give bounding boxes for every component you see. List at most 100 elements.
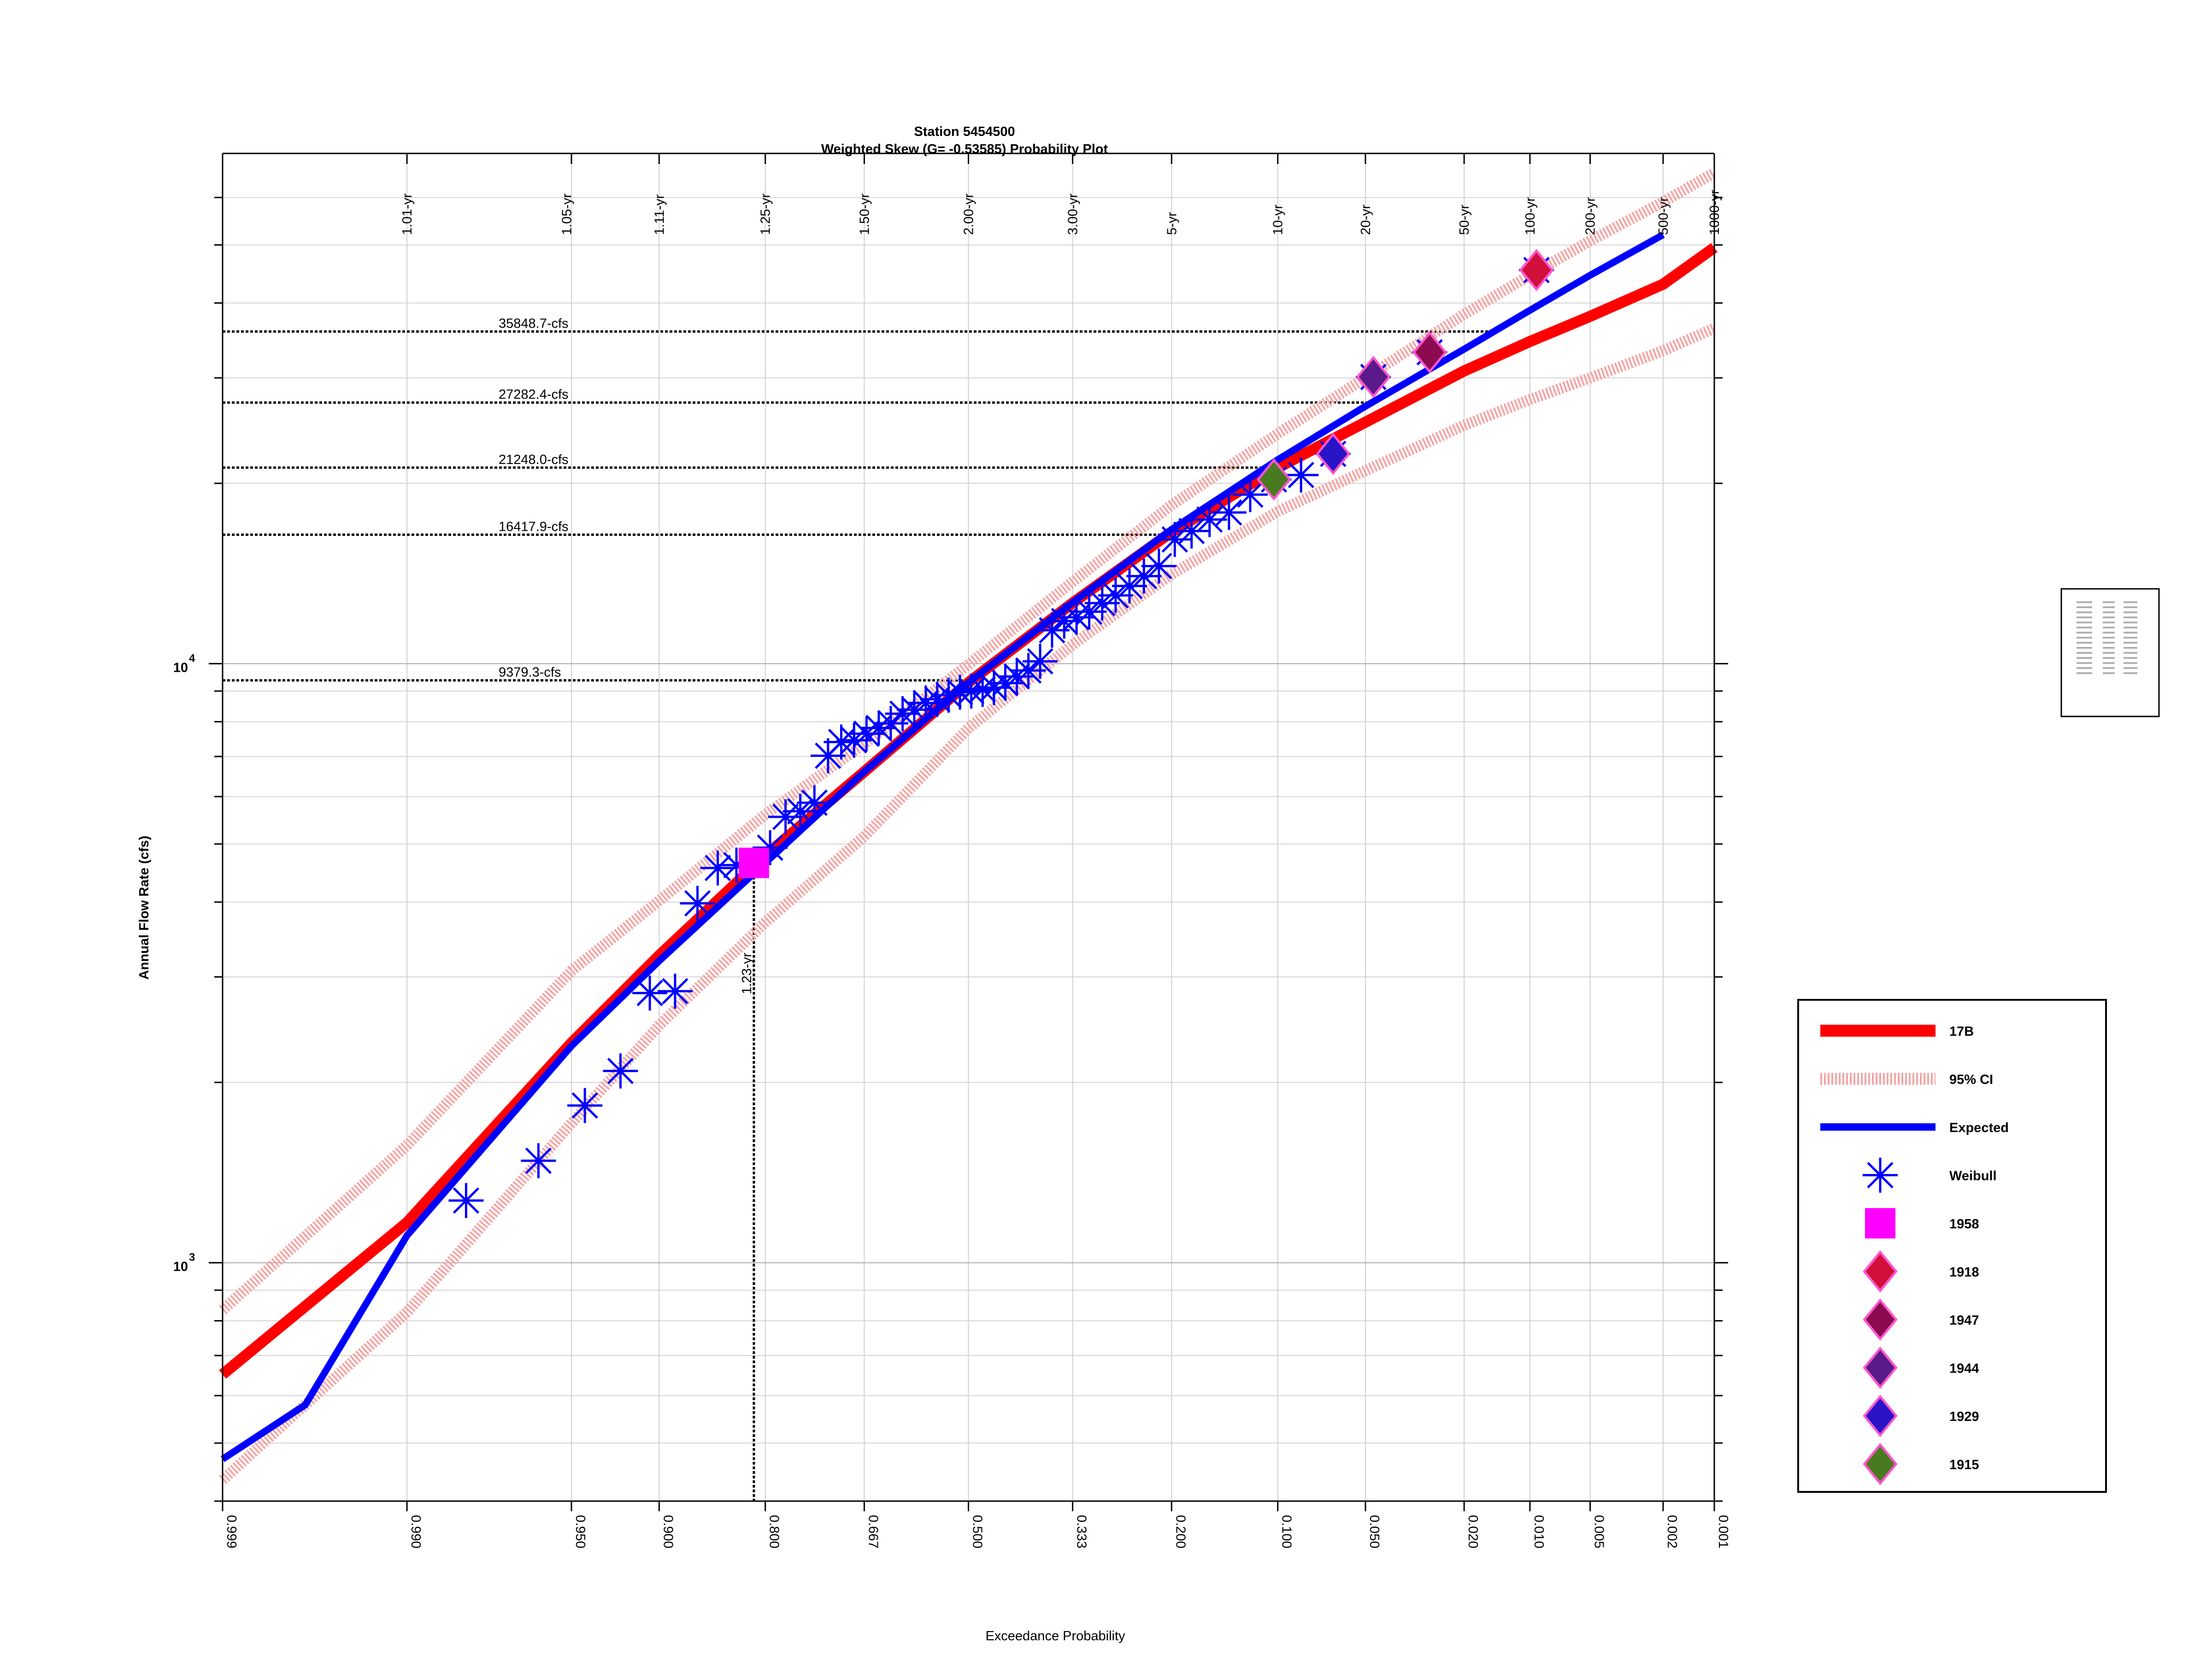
weibull-point-5-stroke-3	[662, 978, 688, 1004]
weibull-point-6	[680, 886, 715, 921]
reference-line-label-3: 16417.9-cfs	[499, 519, 569, 534]
x-tick-label-14: 0.002	[1665, 1515, 1679, 1549]
summary-row-a-12	[2077, 662, 2092, 664]
weibull-point-42-stroke-3	[1178, 517, 1205, 545]
summary-row-c-7	[2124, 637, 2137, 639]
summary-row-a-11	[2077, 657, 2092, 659]
weibull-point-47-stroke-3	[1288, 462, 1314, 488]
summary-row-b-6	[2103, 632, 2115, 634]
summary-row-c-0	[2124, 601, 2137, 603]
legend-weibull-label: Weibull	[1949, 1169, 1997, 1184]
weibull-point-26-stroke-3	[969, 676, 996, 703]
weibull-point-45-stroke-3	[1237, 481, 1264, 508]
summary-row-b-14	[2103, 672, 2115, 674]
return-period-label-14: 1000-yr	[1707, 189, 1722, 235]
weibull-point-38	[1112, 568, 1147, 604]
marker-1918-diamond	[1519, 249, 1554, 292]
weibull-point-4-stroke-3	[636, 980, 663, 1006]
summary-row-a-8	[2077, 642, 2092, 644]
weibull-point-20-stroke-3	[901, 696, 928, 723]
marker-1958-square	[738, 847, 769, 878]
weibull-point-2	[567, 1088, 603, 1123]
summary-row-c-13	[2124, 667, 2137, 669]
return-period-label-10: 50-yr	[1457, 205, 1472, 235]
return-period-label-12: 200-yr	[1583, 197, 1598, 235]
ci-upper-line	[219, 168, 1717, 1315]
chart-subtitle: Weighted Skew (G= -0.53585) Probability …	[821, 142, 1108, 157]
marker-1929-diamond	[1316, 433, 1351, 475]
weibull-point-12-stroke-3	[801, 789, 828, 816]
reference-line-label-1: 27282.4-cfs	[499, 387, 569, 402]
legend-1947-swatch	[1863, 1298, 1898, 1341]
summary-row-b-12	[2103, 662, 2115, 664]
x-tick-label-1: 0.990	[408, 1515, 423, 1549]
summary-row-c-8	[2124, 642, 2137, 644]
return-period-label-2: 1.11-yr	[652, 194, 667, 235]
legend-1944-swatch	[1863, 1346, 1898, 1389]
summary-row-b-13	[2103, 667, 2115, 669]
axes: 0.999 0.990 0.950 0.900 0.800 0.667 0.500 0.333…	[173, 153, 1730, 1549]
weibull-point-15-stroke-3	[841, 727, 867, 754]
y-tick-exponent-1: 4	[189, 652, 195, 664]
legend-95-ci-label: 95% CI	[1949, 1073, 1993, 1087]
return-period-label-11: 100-yr	[1523, 197, 1538, 235]
summary-row-a-4	[2077, 622, 2092, 623]
summary-row-b-8	[2103, 642, 2115, 644]
ci-lower-line	[218, 323, 1717, 1484]
summary-row-a-2	[2077, 611, 2092, 613]
x-tick-label-7: 0.333	[1074, 1515, 1089, 1549]
weibull-point-31-stroke-3	[1027, 648, 1053, 675]
weibull-point-10-stroke-3	[772, 804, 799, 830]
summary-row-a-14	[2077, 672, 2092, 674]
x-tick-label-12: 0.010	[1531, 1515, 1546, 1549]
weibull-point-13	[810, 738, 846, 774]
weibull-point-12	[797, 785, 832, 821]
summary-row-a-5	[2077, 627, 2092, 628]
summary-row-a-10	[2077, 652, 2092, 654]
weibull-point-41	[1157, 522, 1193, 557]
legend-1947-label: 1947	[1949, 1313, 1979, 1328]
summary-row-c-3	[2124, 616, 2137, 618]
reference-line-label-2: 21248.0-cfs	[499, 452, 569, 467]
summary-row-c-14	[2124, 672, 2137, 674]
weibull-point-3-stroke-3	[607, 1057, 634, 1084]
x-tick-label-9: 0.100	[1279, 1515, 1294, 1549]
summary-row-b-2	[2103, 611, 2115, 613]
weibull-point-37	[1098, 578, 1133, 613]
x-tick-label-13: 0.005	[1592, 1515, 1606, 1549]
weibull-point-44-stroke-3	[1216, 499, 1242, 526]
legend-1918-label: 1918	[1949, 1265, 1979, 1280]
weibull-point-37-stroke-3	[1102, 582, 1129, 609]
legend-1958-label: 1958	[1949, 1217, 1979, 1232]
legend-expected-label: Expected	[1949, 1121, 2009, 1135]
weibull-point-44	[1211, 495, 1247, 530]
legend-1929-label: 1929	[1949, 1409, 1979, 1424]
legend-1944-label: 1944	[1949, 1362, 1979, 1376]
summary-row-a-0	[2077, 601, 2092, 603]
summary-row-c-10	[2124, 652, 2137, 654]
weibull-point-34-stroke-3	[1063, 604, 1090, 631]
legend-weibull-swatch-stroke-3	[1867, 1162, 1894, 1189]
summary-row-a-6	[2077, 632, 2092, 634]
summary-row-c-12	[2124, 662, 2137, 664]
weibull-point-3	[603, 1053, 638, 1089]
summary-row-b-9	[2103, 647, 2115, 649]
weibull-point-23-stroke-3	[935, 682, 962, 709]
summary-row-b-1	[2103, 606, 2115, 608]
y-tick-label-0: 10	[173, 1260, 188, 1274]
weibull-point-1	[521, 1143, 556, 1179]
x-tick-label-3: 0.900	[660, 1515, 675, 1549]
return-period-label-5: 2.00-yr	[962, 193, 977, 235]
weibull-point-39	[1126, 558, 1162, 594]
weibull-point-29	[999, 659, 1035, 694]
legend-weibull-swatch	[1863, 1157, 1898, 1193]
weibull-point-4	[632, 975, 668, 1011]
return-period-label-13: 500-yr	[1656, 197, 1671, 235]
marker-1944-diamond	[1356, 356, 1391, 399]
summary-row-a-13	[2077, 667, 2092, 669]
return-period-label-0: 1.01-yr	[400, 193, 415, 235]
return-period-label-7: 5-yr	[1165, 212, 1179, 235]
weibull-point-1-stroke-3	[525, 1147, 552, 1174]
series-layer	[218, 168, 1718, 1484]
